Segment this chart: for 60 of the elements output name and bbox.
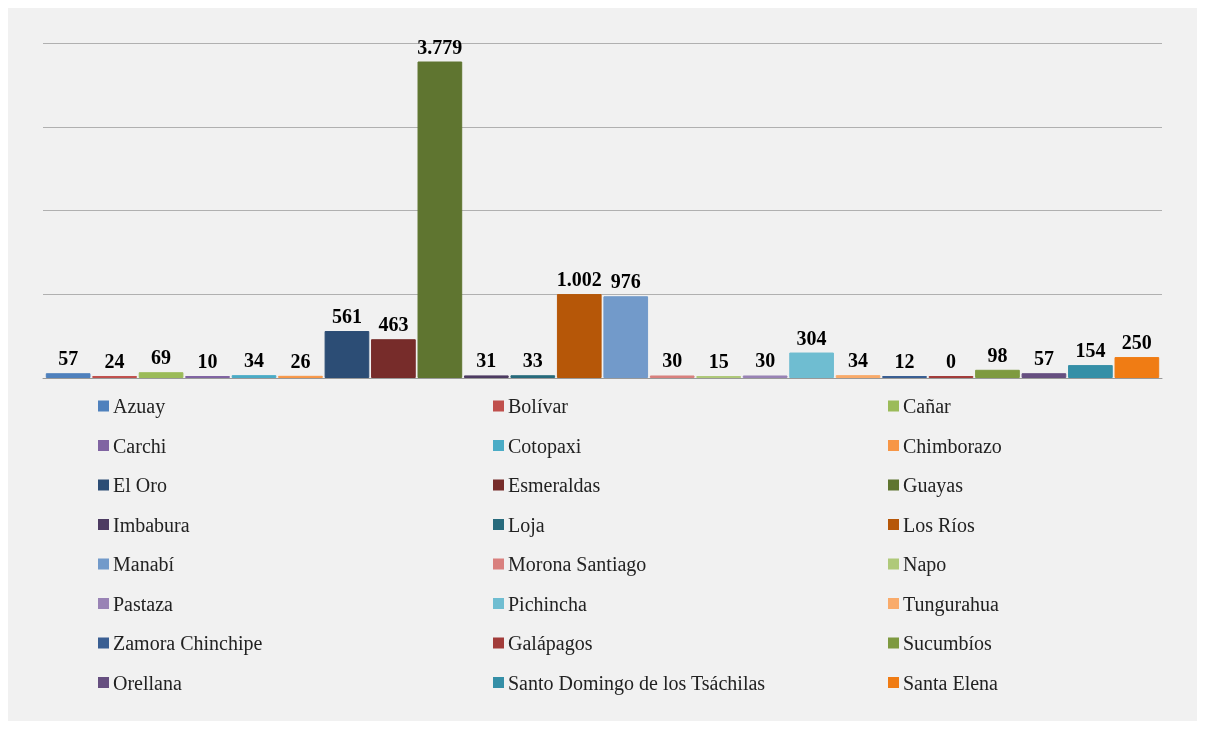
legend-label: Orellana: [113, 671, 182, 694]
legend-label: Morona Santiago: [508, 553, 647, 576]
data-label: 30: [662, 349, 683, 372]
data-label: 98: [987, 343, 1008, 366]
data-label: 34: [848, 349, 869, 372]
bar: [789, 352, 834, 378]
data-label: 24: [104, 349, 125, 372]
legend-label: Sucumbíos: [903, 632, 993, 654]
data-label: 3.779: [417, 35, 463, 58]
legend-label: Carchi: [113, 434, 167, 457]
legend-label: Chimborazo: [903, 434, 1002, 457]
legend-label: Azuay: [113, 395, 166, 418]
bar: [417, 61, 463, 378]
data-label: 34: [244, 349, 264, 372]
data-label: 30: [755, 349, 776, 372]
data-label: 1.002: [556, 268, 602, 291]
bar: [603, 296, 649, 378]
data-label: 154: [1075, 339, 1106, 362]
data-label: 976: [610, 270, 641, 293]
legend-label: Pichincha: [508, 592, 587, 615]
bar: [371, 339, 416, 378]
bar: [975, 369, 1020, 378]
bar: [324, 331, 370, 378]
data-label: 15: [708, 350, 729, 372]
legend-label: Santo Domingo de los Tsáchilas: [508, 671, 766, 695]
legend-label: Loja: [508, 513, 545, 537]
bar: [1021, 373, 1067, 378]
legend-label: Cotopaxi: [508, 434, 582, 458]
data-label: 26: [290, 349, 311, 372]
data-label: 250: [1121, 331, 1152, 354]
legend-label: Santa Elena: [903, 671, 999, 694]
bar: [138, 372, 184, 378]
legend-label: Bolívar: [508, 395, 569, 417]
data-label: 57: [58, 347, 79, 370]
legend-label: Zamora Chinchipe: [113, 632, 263, 655]
legend-label: Los Ríos: [903, 513, 975, 536]
legend-label: El Oro: [113, 474, 167, 496]
bar: [556, 294, 602, 378]
legend-label: Imbabura: [113, 513, 190, 536]
data-label: 33: [522, 349, 543, 372]
data-label: 69: [151, 346, 172, 369]
legend-label: Galápagos: [508, 632, 593, 655]
bar: [1068, 365, 1113, 378]
data-label: 304: [796, 326, 827, 349]
legend-label: Manabí: [113, 553, 175, 575]
data-label: 31: [476, 349, 497, 372]
data-label: 12: [894, 350, 915, 372]
legend-label: Cañar: [903, 395, 952, 417]
legend-label: Esmeraldas: [508, 474, 601, 496]
data-label: 561: [331, 305, 362, 328]
data-label: 463: [378, 313, 409, 336]
data-label: 0: [946, 350, 956, 372]
legend-label: Pastaza: [113, 592, 174, 615]
data-label: 10: [197, 350, 218, 372]
data-label: 57: [1033, 347, 1054, 370]
legend-label: Guayas: [903, 474, 964, 497]
legend-label: Napo: [903, 553, 947, 576]
bar: [45, 373, 91, 378]
bar: [1114, 357, 1160, 378]
legend-label: Tungurahua: [903, 592, 1000, 616]
